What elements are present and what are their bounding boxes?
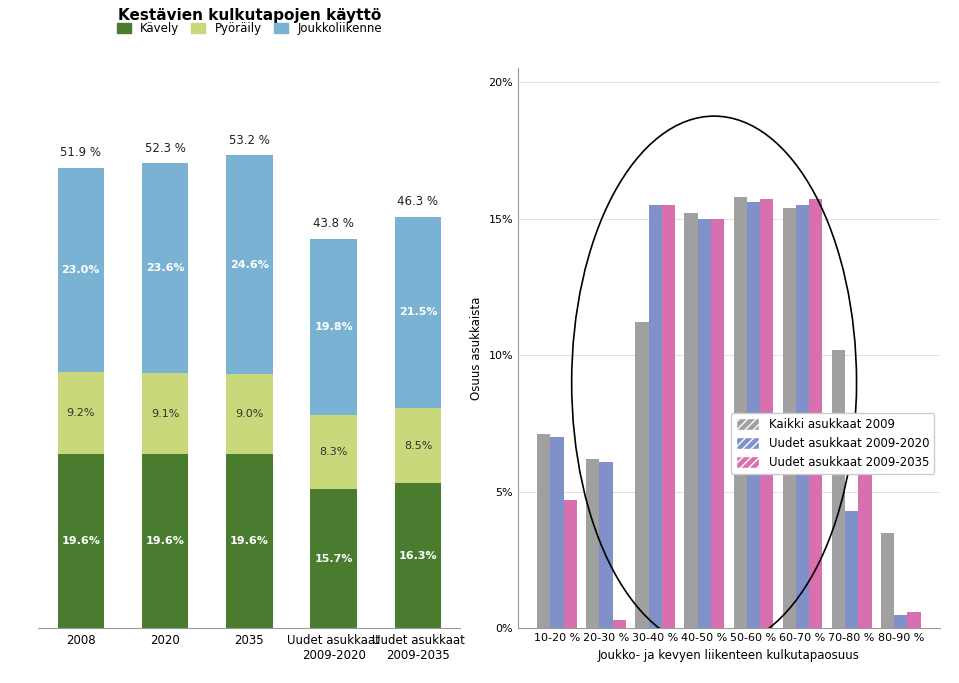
Bar bbox=[648, 205, 662, 628]
Text: 21.5%: 21.5% bbox=[399, 307, 437, 318]
Bar bbox=[734, 197, 747, 628]
Text: 19.6%: 19.6% bbox=[230, 536, 269, 546]
Bar bbox=[311, 489, 357, 628]
Text: 19.8%: 19.8% bbox=[315, 322, 353, 332]
Bar bbox=[613, 620, 626, 628]
Text: 53.2 %: 53.2 % bbox=[229, 134, 269, 147]
Bar bbox=[845, 511, 858, 628]
Bar bbox=[226, 156, 272, 374]
Bar bbox=[586, 459, 599, 628]
Bar bbox=[395, 408, 441, 484]
Bar bbox=[881, 533, 894, 628]
Text: 43.8 %: 43.8 % bbox=[314, 217, 354, 230]
Bar bbox=[747, 202, 760, 628]
Bar bbox=[858, 462, 872, 628]
Bar bbox=[635, 322, 648, 628]
Bar bbox=[311, 415, 357, 489]
Bar bbox=[311, 239, 357, 415]
Bar bbox=[142, 163, 188, 373]
Text: 46.3 %: 46.3 % bbox=[397, 195, 438, 208]
Legend: Kävely, Pyöräily, Joukkoliikenne: Kävely, Pyöräily, Joukkoliikenne bbox=[113, 18, 386, 38]
Y-axis label: Osuus asukkaista: Osuus asukkaista bbox=[470, 296, 482, 400]
Bar bbox=[564, 500, 576, 628]
Bar bbox=[894, 615, 907, 628]
Text: 16.3%: 16.3% bbox=[399, 551, 437, 561]
Bar bbox=[796, 205, 809, 628]
Text: 9.2%: 9.2% bbox=[66, 408, 95, 418]
Bar bbox=[809, 199, 823, 628]
Bar bbox=[711, 219, 724, 628]
Text: 15.7%: 15.7% bbox=[315, 554, 353, 563]
Text: 19.6%: 19.6% bbox=[146, 536, 184, 546]
Bar bbox=[58, 168, 104, 372]
Bar bbox=[226, 454, 272, 628]
Bar bbox=[697, 219, 711, 628]
Bar bbox=[142, 454, 188, 628]
Bar bbox=[760, 199, 773, 628]
Bar bbox=[537, 434, 550, 628]
Bar bbox=[142, 373, 188, 454]
Bar bbox=[58, 454, 104, 628]
Text: 8.5%: 8.5% bbox=[404, 441, 433, 451]
Text: 23.0%: 23.0% bbox=[61, 265, 100, 275]
Text: 19.6%: 19.6% bbox=[61, 536, 100, 546]
Text: 9.1%: 9.1% bbox=[151, 408, 179, 419]
Text: 24.6%: 24.6% bbox=[230, 260, 269, 270]
Bar bbox=[395, 217, 441, 408]
Bar bbox=[662, 205, 675, 628]
Bar bbox=[831, 350, 845, 628]
Bar bbox=[395, 484, 441, 628]
X-axis label: Joukko- ja kevyen liikenteen kulkutapaosuus: Joukko- ja kevyen liikenteen kulkutapaos… bbox=[597, 649, 860, 662]
Text: 23.6%: 23.6% bbox=[146, 264, 184, 273]
Bar bbox=[226, 374, 272, 454]
Legend: Kaikki asukkaat 2009, Uudet asukkaat 2009-2020, Uudet asukkaat 2009-2035: Kaikki asukkaat 2009, Uudet asukkaat 200… bbox=[731, 413, 934, 474]
Bar bbox=[907, 612, 921, 628]
Text: 52.3 %: 52.3 % bbox=[145, 141, 185, 154]
Text: 8.3%: 8.3% bbox=[319, 447, 348, 457]
Bar bbox=[550, 437, 564, 628]
Text: 51.9 %: 51.9 % bbox=[60, 146, 102, 159]
Bar bbox=[783, 208, 796, 628]
Title: Kestävien kulkutapojen käyttö: Kestävien kulkutapojen käyttö bbox=[118, 8, 381, 23]
Bar bbox=[599, 462, 613, 628]
Text: 9.0%: 9.0% bbox=[235, 409, 264, 419]
Bar bbox=[58, 372, 104, 454]
Bar bbox=[685, 213, 697, 628]
